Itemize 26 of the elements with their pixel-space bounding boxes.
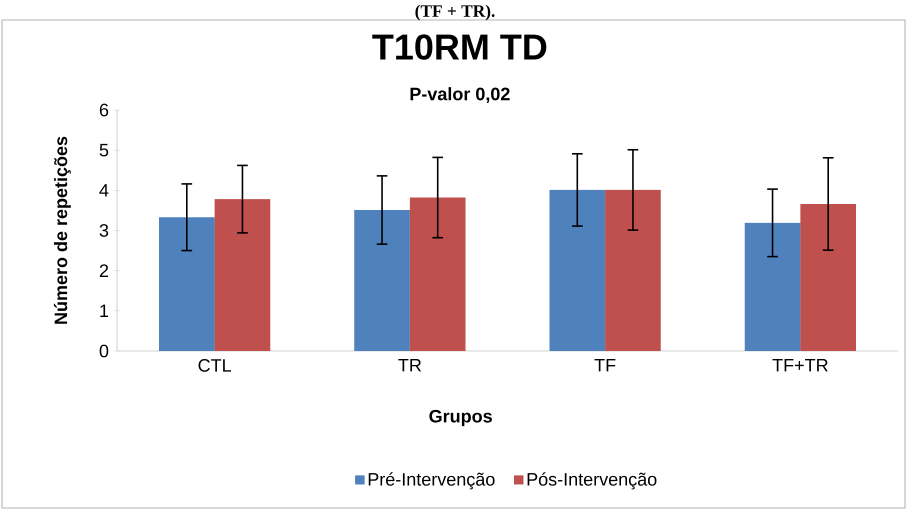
x-tick-label: CTL — [198, 359, 232, 372]
legend-label: Pós-Intervenção — [528, 472, 656, 490]
x-axis-title: Grupos — [429, 410, 492, 426]
bar — [410, 198, 466, 351]
y-tick-label: 3 — [100, 224, 108, 237]
bar — [549, 190, 606, 351]
y-axis-title: Número de repetições — [54, 136, 71, 324]
bar — [605, 190, 661, 351]
x-tick-label: TR — [398, 359, 422, 372]
bar — [214, 199, 270, 351]
y-tick-label: 0 — [100, 344, 108, 358]
bar — [744, 222, 800, 351]
bar — [800, 204, 856, 351]
legend-label: Pré-Intervenção — [368, 472, 495, 490]
x-tick-label: TF — [594, 359, 616, 372]
text: (TF + TR). — [415, 4, 495, 20]
bar — [354, 210, 410, 351]
y-tick-label: 2 — [100, 264, 108, 277]
x-tick-label: TF+TR — [772, 359, 828, 372]
bar — [158, 217, 215, 351]
y-tick-label: 1 — [100, 304, 108, 318]
chart-title: T10RM TD — [372, 34, 546, 60]
y-tick-label: 5 — [100, 144, 108, 156]
y-tick-label: 6 — [100, 104, 108, 116]
y-tick-label: 4 — [99, 184, 108, 197]
chart-subtitle: P-valor 0,02 — [410, 87, 510, 103]
